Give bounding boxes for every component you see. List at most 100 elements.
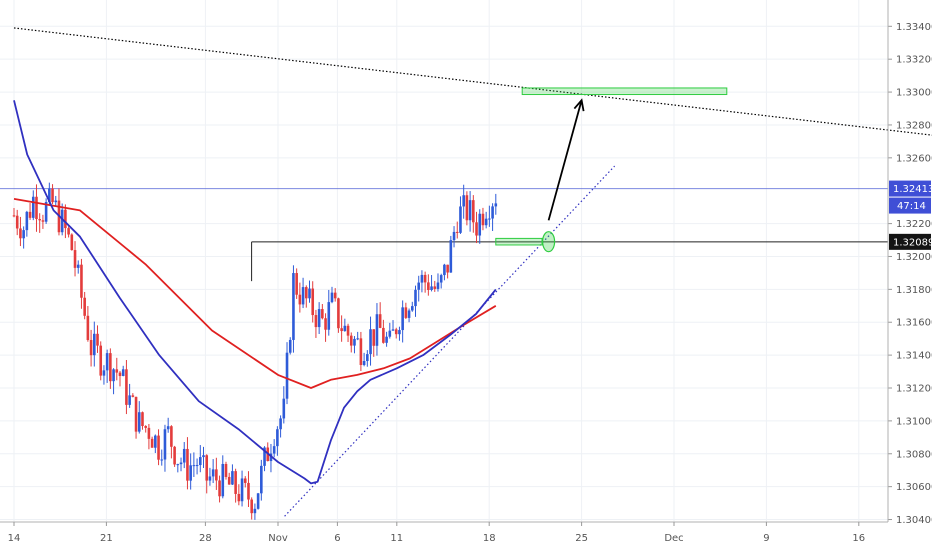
candle-body	[488, 218, 491, 220]
candle-body	[398, 330, 401, 335]
candle-body	[231, 471, 234, 485]
candle-body	[362, 361, 366, 365]
x-tick-label: 9	[763, 533, 769, 544]
x-tick-label: 6	[334, 533, 340, 544]
countdown-tag	[889, 197, 931, 214]
current-price-tag	[889, 180, 931, 197]
candle-body	[115, 369, 119, 373]
candle-body	[15, 215, 19, 229]
candle-body	[253, 508, 257, 514]
candle-body	[19, 228, 22, 239]
y-tick-label: 1.33200	[896, 55, 932, 66]
marked-level-label: 1.32089	[893, 237, 932, 248]
candle-body	[420, 274, 424, 283]
candle-body	[276, 429, 279, 447]
candle-body	[215, 469, 218, 481]
y-tick-label: 1.31400	[896, 351, 932, 362]
candle-body	[478, 213, 482, 236]
candle-body	[12, 215, 16, 217]
candle-body	[430, 286, 433, 290]
candle-body	[443, 264, 446, 276]
candle-body	[317, 309, 321, 328]
candle-body	[224, 463, 228, 477]
candle-body	[144, 426, 147, 428]
candle-body	[333, 292, 337, 299]
candle-body	[247, 482, 250, 500]
candle-body	[105, 353, 109, 371]
y-tick-label: 1.31200	[896, 384, 932, 395]
x-tick-label: 16	[852, 533, 865, 544]
candle-body	[38, 219, 41, 221]
candle-body	[182, 448, 186, 463]
candle-body	[385, 336, 388, 343]
x-tick-label: 28	[199, 533, 212, 544]
candle-body	[160, 459, 164, 461]
candle-body	[25, 211, 29, 231]
candle-body	[378, 314, 382, 328]
candle-body	[439, 275, 443, 283]
candle-body	[301, 287, 305, 305]
candle-body	[76, 264, 80, 268]
candle-body	[356, 338, 359, 340]
moving-average-blue	[13, 100, 497, 485]
candle-body	[404, 307, 408, 318]
candle-body	[166, 426, 170, 430]
candle-body	[234, 471, 237, 494]
y-tick-label: 1.31000	[896, 416, 932, 427]
candle-body	[118, 372, 122, 376]
candle-body	[48, 188, 51, 203]
candle-body	[93, 333, 96, 356]
annotation-front-layer	[495, 87, 728, 253]
candle-body	[176, 464, 180, 466]
entry-marker	[541, 231, 556, 253]
candle-body	[449, 240, 453, 273]
candle-body	[64, 209, 67, 229]
candle-body	[433, 286, 437, 289]
projection-arrow-shaft	[547, 100, 583, 221]
candle-body	[472, 200, 475, 223]
candle-body	[41, 220, 45, 222]
candle-body	[121, 369, 125, 376]
candle-body	[221, 463, 225, 497]
candle-body	[60, 209, 64, 233]
candle-body	[414, 289, 417, 307]
candle-body	[154, 435, 157, 448]
grid-layer	[0, 0, 888, 522]
candle-body	[484, 218, 488, 226]
candle-body	[304, 287, 308, 299]
candle-body	[285, 352, 289, 399]
candle-body	[54, 200, 58, 203]
y-tick-label: 1.32000	[896, 252, 932, 263]
candle-body	[173, 446, 176, 465]
candle-body	[137, 412, 141, 432]
candle-body	[407, 310, 411, 318]
x-tick-label: 14	[8, 533, 21, 544]
candle-body	[375, 314, 379, 346]
candle-body	[131, 395, 135, 397]
candle-body	[260, 465, 263, 494]
candle-body	[163, 429, 167, 460]
x-tick-label: 21	[100, 533, 113, 544]
countdown-label: 47:14	[897, 201, 926, 212]
candle-body	[31, 196, 35, 218]
candle-body	[455, 231, 459, 233]
candle-body	[186, 448, 189, 481]
candle-body	[427, 282, 430, 290]
candle-body	[459, 206, 462, 233]
candle-body	[218, 480, 221, 497]
y-tick-label: 1.30800	[896, 449, 932, 460]
y-tick-label: 1.31800	[896, 285, 932, 296]
candle-body	[240, 478, 244, 502]
candle-body	[134, 396, 138, 432]
candle-body	[147, 427, 151, 439]
candle-body	[89, 339, 93, 356]
candle-body	[494, 203, 498, 207]
y-tick-label: 1.32600	[896, 153, 932, 164]
candle-body	[157, 435, 160, 460]
candle-body	[86, 315, 90, 340]
candle-body	[96, 333, 99, 346]
candle-body	[327, 302, 331, 330]
y-tick-label: 1.32200	[896, 219, 932, 230]
candle-body	[282, 398, 286, 419]
candle-body	[321, 309, 324, 319]
